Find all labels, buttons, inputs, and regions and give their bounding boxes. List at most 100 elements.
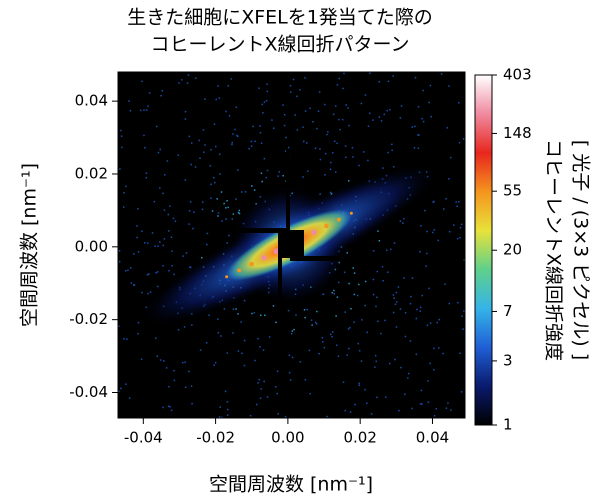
speckle [210, 149, 212, 151]
speckle [260, 172, 263, 175]
speckle [387, 80, 390, 83]
speckle [309, 107, 311, 110]
speckle [445, 198, 447, 200]
speckle [155, 337, 157, 339]
speckle [182, 255, 184, 257]
speckle [118, 325, 120, 327]
speckle [352, 156, 354, 158]
speckle [416, 308, 418, 311]
y-tick-label: 0.02 [75, 164, 108, 182]
speckle [201, 208, 204, 211]
speckle [282, 104, 284, 106]
y-tick-label: -0.02 [69, 310, 108, 328]
speckle [324, 103, 326, 106]
speckle [394, 358, 396, 361]
speckle [334, 105, 337, 107]
colorbar-label: コヒーレントX線回折強度 [543, 139, 565, 361]
speckle [318, 352, 320, 355]
speckle [162, 192, 164, 195]
speckle [375, 360, 378, 363]
speckle [250, 140, 253, 143]
speckle [419, 310, 422, 312]
speckle [177, 154, 180, 156]
speckle [231, 143, 233, 146]
detector-gap [290, 256, 410, 261]
speckle [227, 84, 230, 87]
speckle [143, 109, 145, 111]
speckle [276, 370, 279, 373]
speckle [344, 409, 347, 412]
speckle [170, 409, 173, 412]
speckle [265, 100, 268, 102]
speckle [140, 109, 142, 112]
speckle [387, 151, 389, 154]
speckle [227, 206, 229, 209]
speckle [386, 249, 388, 251]
speckle [285, 136, 287, 139]
speckle [312, 120, 314, 123]
speckle [348, 124, 350, 127]
speckle [206, 243, 208, 246]
speckle [236, 135, 239, 138]
speckle [223, 202, 225, 205]
speckle [433, 368, 435, 371]
speckle [145, 172, 148, 175]
speckle [192, 227, 194, 230]
speckle [408, 372, 410, 375]
speckle [263, 157, 266, 160]
speckle [159, 241, 161, 243]
speckle [395, 291, 398, 294]
speckle [148, 273, 150, 275]
speckle [214, 361, 217, 364]
speckle [254, 140, 256, 143]
speckle [316, 310, 318, 313]
speckle [358, 164, 360, 167]
speckle [433, 347, 435, 350]
speckle [181, 361, 184, 364]
speckle [383, 113, 386, 116]
speckle [417, 105, 420, 108]
speckle [173, 369, 175, 372]
speckle [382, 167, 384, 169]
speckle [382, 279, 384, 282]
speckle [217, 212, 220, 214]
speckle [372, 119, 374, 121]
speckle [213, 123, 216, 126]
speckle [348, 347, 350, 350]
speckle [163, 209, 166, 211]
speckle [376, 296, 378, 299]
speckle [409, 340, 412, 342]
speckle [460, 391, 463, 393]
hot-spot [261, 255, 267, 261]
speckle [284, 415, 287, 418]
speckle [255, 403, 258, 406]
speckle [259, 131, 262, 134]
speckle [243, 339, 246, 342]
speckle [324, 174, 326, 176]
speckle [199, 349, 202, 351]
speckle [399, 220, 402, 222]
speckle [299, 361, 302, 363]
speckle [353, 321, 355, 324]
speckle [446, 127, 449, 129]
speckle [458, 102, 460, 104]
speckle [345, 156, 347, 159]
speckle [367, 159, 369, 162]
speckle [160, 94, 162, 97]
speckle [395, 326, 398, 328]
speckle [422, 120, 425, 123]
speckle [261, 180, 263, 183]
detector-gap [210, 228, 288, 233]
speckle [304, 77, 306, 79]
speckle [215, 98, 217, 101]
speckle [363, 151, 365, 153]
speckle [147, 292, 149, 295]
speckle [388, 362, 391, 365]
y-tick-label: 0.04 [75, 92, 108, 110]
speckle [302, 126, 304, 128]
speckle [343, 271, 346, 274]
speckle [253, 311, 255, 314]
speckle [368, 112, 371, 115]
speckle [444, 283, 446, 285]
speckle [433, 229, 436, 231]
